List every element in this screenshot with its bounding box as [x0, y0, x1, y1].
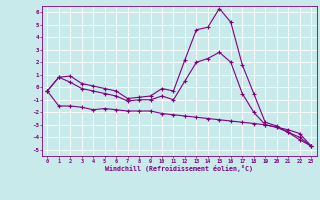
X-axis label: Windchill (Refroidissement éolien,°C): Windchill (Refroidissement éolien,°C)	[105, 165, 253, 172]
